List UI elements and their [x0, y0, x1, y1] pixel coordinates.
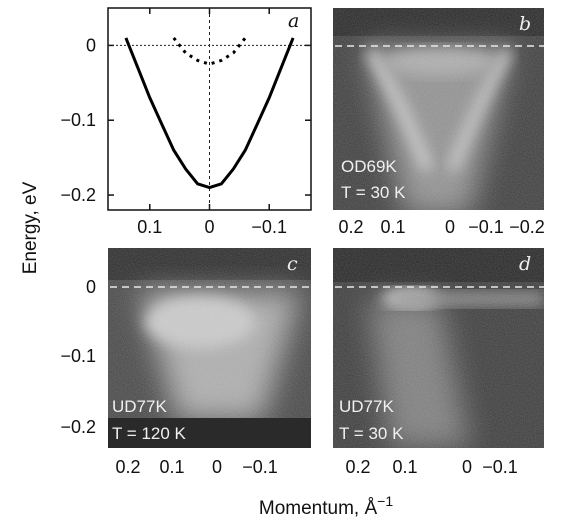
panel-b-temperature: T = 30 K [341, 183, 406, 202]
panel-a-y-tick-label: −0.1 [60, 110, 96, 130]
panel-c-sample: UD77K [112, 397, 167, 416]
panel-a-dotted-dispersion [172, 36, 247, 66]
panel-c-y-tick-label: −0.2 [60, 417, 96, 437]
panel-d-label: d [519, 253, 531, 275]
panel-d-sample: UD77K [339, 397, 394, 416]
panel-c-y-tick-label: 0 [86, 277, 96, 297]
panel-b-x-tick-label: 0 [445, 217, 455, 237]
panel-a-x-tick-label: 0 [204, 217, 214, 237]
panel-c-x-tick-label: 0.2 [115, 457, 140, 477]
panel-d-temperature: T = 30 K [339, 424, 404, 443]
panel-b-x-tick-label: −0.2 [509, 217, 545, 237]
panel-b-x-tick-labels: 0.2 0.1 0 −0.1 −0.2 [338, 217, 544, 237]
panel-c-y-tick-labels: 0 −0.1 −0.2 [60, 277, 96, 437]
panel-a-label: a [288, 10, 299, 32]
panel-d-x-tick-label: −0.1 [482, 457, 518, 477]
panel-a-solid-dispersion [124, 37, 295, 190]
panel-a-y-tick-label: −0.2 [60, 185, 96, 205]
panel-c-temperature: T = 120 K [112, 424, 187, 443]
panel-d-x-tick-label: 0 [462, 457, 472, 477]
panel-a-y-tick-label: 0 [86, 35, 96, 55]
panel-a-x-tick-label: −0.1 [251, 217, 287, 237]
panel-d-x-tick-labels: 0.2 0.1 0 −0.1 [345, 457, 517, 477]
panel-c-y-tick-label: −0.1 [60, 346, 96, 366]
panel-c: c UD77K T = 120 K 0 −0.1 −0.2 0.2 0.1 0 … [60, 248, 311, 477]
x-axis-label-exponent: −1 [377, 493, 393, 509]
panel-d-x-tick-label: 0.2 [345, 457, 370, 477]
panel-b-x-tick-label: 0.2 [338, 217, 363, 237]
panel-c-x-tick-labels: 0.2 0.1 0 −0.1 [115, 457, 277, 477]
panel-c-x-tick-label: 0.1 [159, 457, 184, 477]
panel-b-label: b [519, 13, 531, 35]
panel-d: d UD77K T = 30 K 0.2 0.1 0 −0.1 [333, 248, 544, 477]
panel-c-data-cutoff [108, 418, 311, 448]
panel-c-x-tick-label: 0 [212, 457, 222, 477]
panel-a-x-tick-label: 0.1 [137, 217, 162, 237]
panel-b: b OD69K T = 30 K 0.2 0.1 0 −0.1 −0.2 [333, 8, 545, 237]
panel-c-label: c [287, 253, 298, 275]
panel-b-x-tick-label: 0.1 [380, 217, 405, 237]
panel-d-x-tick-label: 0.1 [392, 457, 417, 477]
x-axis-label: Momentum, Å−1 [259, 493, 393, 519]
panel-b-x-tick-label: −0.1 [468, 217, 504, 237]
y-axis-label: Energy, eV [20, 181, 41, 274]
panel-c-x-tick-label: −0.1 [242, 457, 278, 477]
x-axis-label-text: Momentum, Å [259, 498, 378, 519]
panel-b-sample: OD69K [341, 157, 397, 176]
panel-a: a 0 −0.1 −0.2 0.1 0 −0.1 [60, 7, 312, 237]
